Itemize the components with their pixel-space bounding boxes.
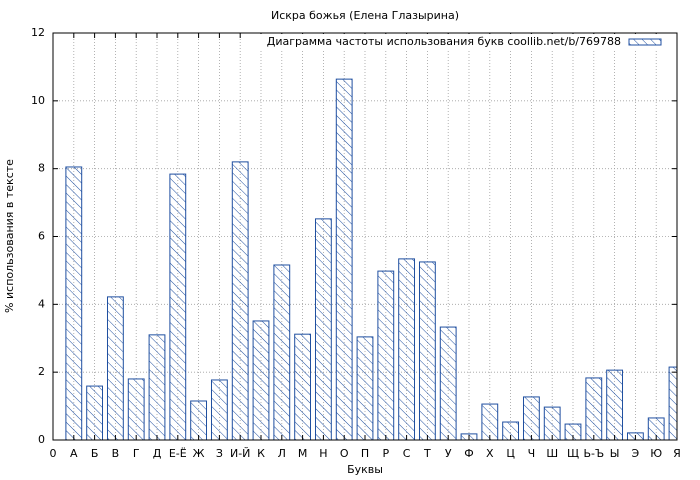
x-tick-label: Ц <box>506 447 515 460</box>
x-tick-label: П <box>361 447 369 460</box>
x-tick-label: Б <box>91 447 99 460</box>
y-tick-label: 8 <box>38 162 45 175</box>
bar <box>439 326 457 440</box>
bar <box>668 366 677 440</box>
x-tick-label: Н <box>319 447 327 460</box>
bar <box>65 166 83 440</box>
x-axis-label: Буквы <box>347 463 383 476</box>
y-tick-label: 4 <box>38 297 45 310</box>
x-tick-label: В <box>112 447 120 460</box>
x-tick-label: Г <box>133 447 140 460</box>
y-tick-label: 10 <box>31 94 45 107</box>
x-tick-label: К <box>257 447 265 460</box>
x-tick-label: З <box>216 447 223 460</box>
bar <box>169 173 187 440</box>
bar <box>481 403 499 440</box>
bar <box>564 423 582 440</box>
bar <box>294 333 312 440</box>
x-tick-label: Ш <box>546 447 558 460</box>
x-tick-label: 0 <box>50 447 57 460</box>
bar <box>148 334 166 440</box>
bar <box>106 296 124 440</box>
bar <box>522 396 540 440</box>
x-tick-label: Ы <box>610 447 620 460</box>
bar <box>231 161 249 440</box>
x-tick-label: Ч <box>528 447 536 460</box>
y-tick-label: 6 <box>38 230 45 243</box>
x-tick-label: Ю <box>650 447 662 460</box>
x-tick-label: Ж <box>193 447 205 460</box>
y-axis-label: % использования в тексте <box>3 159 16 313</box>
x-tick-label: Э <box>632 447 640 460</box>
chart-title: Искра божья (Елена Глазырина) <box>271 9 459 22</box>
bar <box>252 320 270 440</box>
x-tick-label: Л <box>278 447 286 460</box>
bar <box>86 385 104 440</box>
x-tick-label: Т <box>423 447 431 460</box>
legend-swatch <box>628 38 662 46</box>
legend-box <box>243 34 673 50</box>
x-tick-label: Я <box>673 447 681 460</box>
bar <box>377 270 395 440</box>
bar <box>606 369 624 440</box>
x-tick-label: Х <box>486 447 494 460</box>
plot-frame <box>52 32 678 441</box>
legend-label: Диаграмма частоты использования букв coo… <box>267 35 621 48</box>
bar <box>314 218 332 440</box>
x-tick-label: С <box>403 447 411 460</box>
bars <box>65 78 677 440</box>
y-tick-label: 0 <box>38 433 45 446</box>
y-tick-label: 12 <box>31 26 45 39</box>
x-tick-label: Е-Ё <box>169 447 187 460</box>
bar <box>585 377 603 440</box>
x-tick-label: У <box>445 447 452 460</box>
bar <box>356 336 374 440</box>
x-tick-label: О <box>340 447 349 460</box>
x-tick-label: М <box>298 447 308 460</box>
x-tick-label: Ф <box>464 447 473 460</box>
bar <box>335 78 353 440</box>
bar <box>210 379 228 440</box>
x-tick-label: Ь-Ъ <box>583 447 604 460</box>
x-tick-label: Р <box>382 447 389 460</box>
bar <box>418 261 436 440</box>
x-tick-label: Щ <box>567 447 579 460</box>
bar <box>190 400 208 440</box>
y-tick-label: 2 <box>38 365 45 378</box>
bar <box>273 264 291 440</box>
x-tick-label: И-Й <box>230 447 250 460</box>
bar <box>127 378 145 440</box>
x-tick-label: А <box>70 447 78 460</box>
bar <box>398 258 416 440</box>
bar <box>502 421 520 440</box>
x-tick-label: Д <box>153 447 162 460</box>
